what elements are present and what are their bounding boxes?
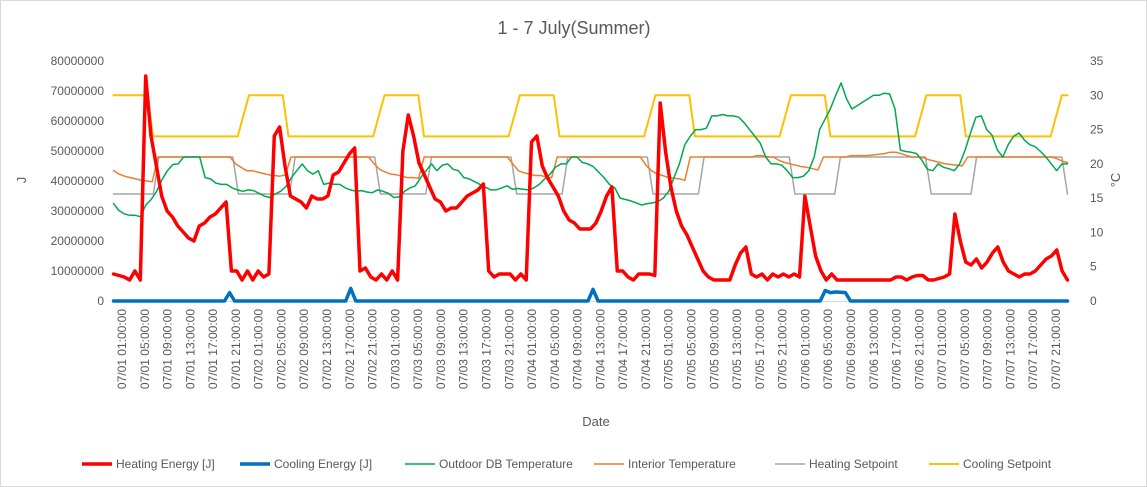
x-tick-label: 07/01 01:00:00	[115, 309, 129, 389]
y-axis-left-title: J	[14, 177, 29, 184]
series-line-0	[111, 74, 1070, 282]
x-tick-label: 07/02 17:00:00	[343, 309, 357, 389]
x-tick-label: 07/07 01:00:00	[935, 309, 949, 389]
y-right-tick-label: 25	[1090, 123, 1104, 137]
x-tick-label: 07/06 21:00:00	[912, 309, 926, 389]
x-tick-label: 07/05 17:00:00	[753, 309, 767, 389]
x-tick-label: 07/03 01:00:00	[388, 309, 402, 389]
y-left-tick-label: 30000000	[51, 204, 105, 218]
x-tick-label: 07/01 17:00:00	[206, 309, 220, 389]
x-tick-label: 07/07 21:00:00	[1049, 309, 1063, 389]
series-line-5	[112, 94, 1069, 138]
y-right-tick-label: 15	[1090, 191, 1104, 205]
y-axis-right: 0 5 10 15 20 25 30 35	[1090, 54, 1104, 308]
x-tick-label: 07/02 05:00:00	[274, 309, 288, 389]
y-axis-left: 0 10000000 20000000 30000000 40000000 5000000…	[51, 54, 105, 308]
y-right-tick-label: 5	[1090, 260, 1097, 274]
x-tick-label: 07/07 17:00:00	[1026, 309, 1040, 389]
y-left-tick-label: 0	[97, 294, 104, 308]
x-tick-label: 07/01 21:00:00	[229, 309, 243, 389]
x-tick-label: 07/06 17:00:00	[890, 309, 904, 389]
x-tick-label: 07/07 13:00:00	[1003, 309, 1017, 389]
legend-label: Cooling Energy [J]	[274, 457, 372, 471]
legend-label: Heating Energy [J]	[116, 457, 215, 471]
x-tick-label: 07/04 17:00:00	[616, 309, 630, 389]
y-left-tick-label: 50000000	[51, 144, 105, 158]
y-left-tick-label: 40000000	[51, 174, 105, 188]
y-right-tick-label: 30	[1090, 88, 1104, 102]
x-tick-label: 07/07 09:00:00	[981, 309, 995, 389]
x-tick-label: 07/03 09:00:00	[434, 309, 448, 389]
y-left-tick-label: 20000000	[51, 234, 105, 248]
x-tick-label: 07/04 05:00:00	[548, 309, 562, 389]
series-line-1	[111, 286, 1070, 303]
y-left-tick-label: 60000000	[51, 114, 105, 128]
x-tick-label: 07/01 05:00:00	[138, 309, 152, 389]
y-left-tick-label: 70000000	[51, 84, 105, 98]
x-tick-label: 07/04 09:00:00	[571, 309, 585, 389]
y-left-tick-label: 10000000	[51, 264, 105, 278]
y-left-tick-label: 80000000	[51, 54, 105, 68]
legend-label: Cooling Setpoint	[963, 457, 1052, 471]
legend: Heating Energy [J] Cooling Energy [J] Outd…	[82, 457, 1052, 471]
x-tick-label: 07/03 13:00:00	[457, 309, 471, 389]
x-tick-label: 07/04 13:00:00	[593, 309, 607, 389]
x-tick-label: 07/02 09:00:00	[297, 309, 311, 389]
x-tick-label: 07/06 05:00:00	[821, 309, 835, 389]
x-tick-label: 07/02 13:00:00	[320, 309, 334, 389]
x-tick-label: 07/05 05:00:00	[685, 309, 699, 389]
x-tick-label: 07/01 09:00:00	[161, 309, 175, 389]
x-tick-label: 07/05 13:00:00	[730, 309, 744, 389]
x-tick-label: 07/05 01:00:00	[662, 309, 676, 389]
x-tick-label: 07/02 21:00:00	[366, 309, 380, 389]
x-tick-label: 07/03 21:00:00	[502, 309, 516, 389]
y-right-tick-label: 0	[1090, 294, 1097, 308]
x-tick-label: 07/06 13:00:00	[867, 309, 881, 389]
x-tick-label: 07/05 21:00:00	[776, 309, 790, 389]
x-tick-label: 07/01 13:00:00	[183, 309, 197, 389]
x-axis: 07/01 01:00:00 07/01 05:00:00 07/01 09:00:…	[115, 309, 1063, 389]
y-right-tick-label: 10	[1090, 225, 1104, 239]
legend-label: Heating Setpoint	[809, 457, 898, 471]
x-tick-label: 07/03 17:00:00	[479, 309, 493, 389]
x-tick-label: 07/04 01:00:00	[525, 309, 539, 389]
plot-series	[111, 74, 1070, 303]
y-axis-right-title: °C	[1108, 173, 1123, 188]
y-right-tick-label: 35	[1090, 54, 1104, 68]
x-tick-label: 07/04 21:00:00	[639, 309, 653, 389]
x-tick-label: 07/07 05:00:00	[958, 309, 972, 389]
x-tick-label: 07/06 01:00:00	[798, 309, 812, 389]
legend-label: Interior Temperature	[628, 457, 736, 471]
x-tick-label: 07/03 05:00:00	[411, 309, 425, 389]
x-axis-title: Date	[582, 414, 609, 429]
y-right-tick-label: 20	[1090, 157, 1104, 171]
x-tick-label: 07/05 09:00:00	[707, 309, 721, 389]
x-tick-label: 07/02 01:00:00	[252, 309, 266, 389]
legend-label: Outdoor DB Temperature	[439, 457, 573, 471]
chart-title: 1 - 7 July(Summer)	[497, 18, 650, 38]
x-tick-label: 07/06 09:00:00	[844, 309, 858, 389]
